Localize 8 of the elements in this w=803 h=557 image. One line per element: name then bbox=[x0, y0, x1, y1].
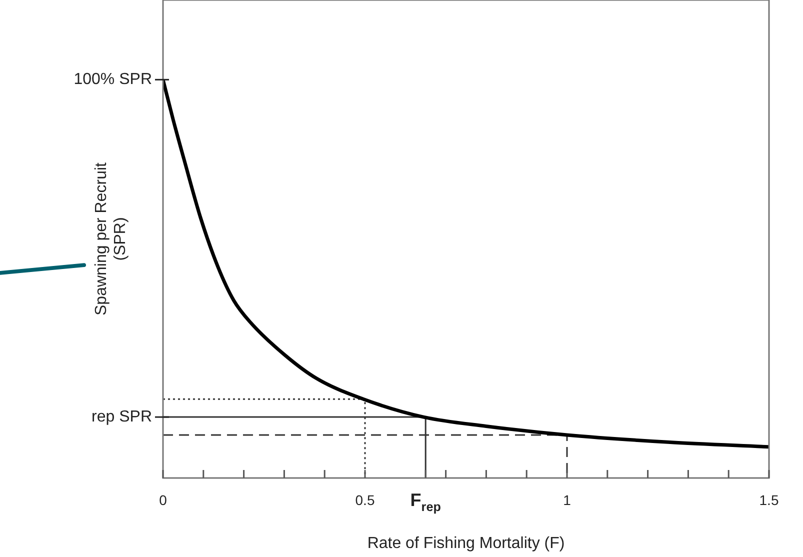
x-tick-label: 1 bbox=[563, 492, 572, 508]
x-tick-label: 1.5 bbox=[759, 492, 779, 508]
y-axis-title: Spawning per Recruit (SPR) bbox=[93, 162, 130, 316]
x-axis-title: Rate of Fishing Mortality (F) bbox=[367, 534, 565, 552]
x-tick-label: 0 bbox=[159, 492, 168, 508]
annotation: rep SPR bbox=[92, 408, 152, 426]
x-tick-label: 0.5 bbox=[355, 492, 375, 508]
annotation: 100% SPR bbox=[74, 71, 152, 88]
